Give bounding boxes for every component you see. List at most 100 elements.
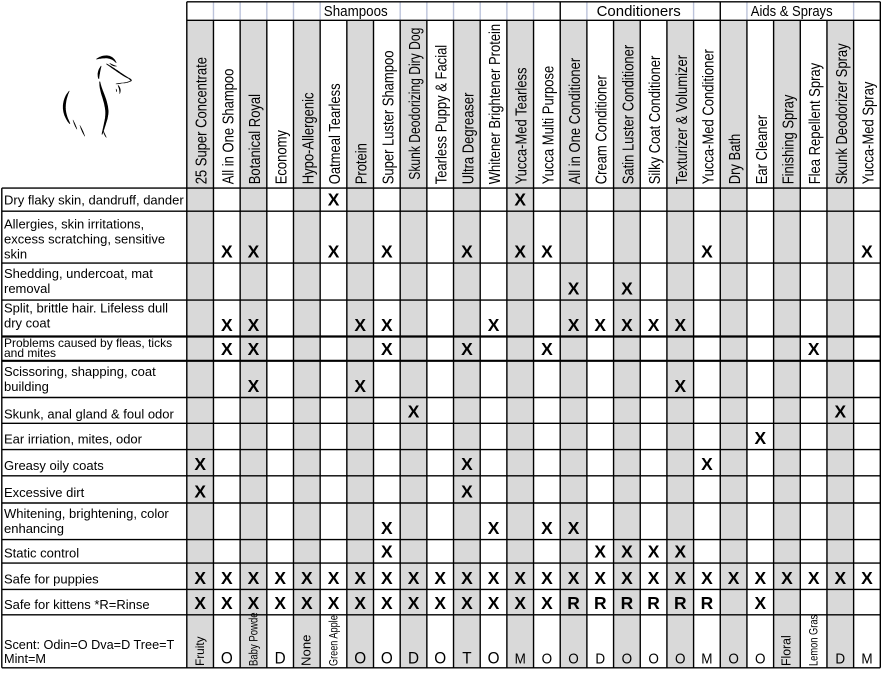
svg-text:R: R	[621, 593, 634, 613]
svg-text:O: O	[675, 651, 685, 668]
svg-text:and mites: and mites	[4, 346, 56, 360]
svg-text:Yucca-Med Conditioner: Yucca-Med Conditioner	[700, 49, 717, 184]
svg-text:X: X	[461, 593, 473, 613]
svg-text:X: X	[194, 568, 206, 588]
svg-text:X: X	[701, 454, 713, 474]
svg-text:X: X	[354, 315, 366, 335]
svg-text:O: O	[755, 651, 765, 668]
svg-text:X: X	[354, 568, 366, 588]
svg-text:Yucca-Med Spray: Yucca-Med Spray	[860, 81, 877, 184]
svg-text:X: X	[274, 593, 286, 613]
svg-text:X: X	[248, 568, 260, 588]
svg-text:X: X	[541, 568, 553, 588]
svg-text:X: X	[621, 568, 633, 588]
svg-text:X: X	[861, 242, 873, 262]
svg-text:D: D	[275, 649, 286, 668]
svg-text:Skunk, anal gland & foul odor: Skunk, anal gland & foul odor	[4, 406, 175, 421]
svg-text:X: X	[834, 568, 846, 588]
svg-text:Ear irriation, mites, odor: Ear irriation, mites, odor	[4, 432, 143, 447]
svg-text:X: X	[728, 568, 740, 588]
svg-text:M: M	[515, 651, 526, 668]
svg-text:Conditioners: Conditioners	[597, 3, 681, 20]
svg-text:X: X	[514, 242, 526, 262]
svg-text:Tearless Puppy & Facial: Tearless Puppy & Facial	[434, 45, 451, 185]
svg-text:X: X	[381, 518, 393, 538]
svg-text:Ear Cleaner: Ear Cleaner	[754, 115, 771, 185]
svg-text:X: X	[381, 542, 393, 562]
svg-text:O: O	[728, 651, 738, 668]
svg-text:X: X	[194, 593, 206, 613]
svg-text:R: R	[567, 593, 580, 613]
svg-text:Allergies, skin irritations,: Allergies, skin irritations,	[4, 217, 144, 232]
svg-text:X: X	[354, 376, 366, 396]
svg-text:X: X	[408, 593, 420, 613]
svg-text:Oatmeal Tearless: Oatmeal Tearless	[327, 83, 344, 184]
svg-text:removal: removal	[4, 281, 50, 296]
svg-text:Green Apple: Green Apple	[326, 615, 340, 666]
svg-text:Static control: Static control	[4, 545, 79, 560]
svg-text:X: X	[514, 190, 526, 210]
svg-text:X: X	[754, 568, 766, 588]
svg-text:Safe for puppies: Safe for puppies	[4, 572, 99, 587]
svg-text:X: X	[648, 568, 660, 588]
svg-text:Scent: Odin=O Dva=D Tree=T: Scent: Odin=O Dva=D Tree=T	[4, 638, 175, 652]
svg-text:Excessive dirt: Excessive dirt	[4, 485, 85, 500]
svg-text:Finishing Spray: Finishing Spray	[780, 94, 797, 184]
svg-text:X: X	[434, 593, 446, 613]
svg-text:D: D	[595, 651, 605, 668]
svg-text:Yucca-Med Tearless: Yucca-Med Tearless	[514, 67, 531, 184]
svg-text:Super Luster Shampoo: Super Luster Shampoo	[380, 51, 397, 185]
svg-text:Dry flaky skin, dandruff, dand: Dry flaky skin, dandruff, dander	[4, 193, 184, 208]
svg-text:X: X	[194, 481, 206, 501]
svg-text:T: T	[462, 649, 471, 668]
svg-text:X: X	[701, 242, 713, 262]
svg-text:X: X	[568, 568, 580, 588]
svg-text:excess scratching, sensitive: excess scratching, sensitive	[4, 232, 165, 247]
svg-text:X: X	[754, 593, 766, 613]
svg-text:X: X	[808, 568, 820, 588]
svg-text:Botanical Royal: Botanical Royal	[247, 94, 264, 184]
svg-text:Scissoring, shapping, coat: Scissoring, shapping, coat	[4, 364, 156, 379]
svg-text:X: X	[221, 339, 233, 359]
svg-text:R: R	[647, 593, 660, 613]
svg-text:Yucca Multi Purpose: Yucca Multi Purpose	[540, 66, 557, 185]
svg-text:X: X	[274, 568, 286, 588]
svg-text:enhancing: enhancing	[4, 521, 64, 536]
svg-text:X: X	[861, 568, 873, 588]
svg-text:X: X	[781, 568, 793, 588]
svg-text:X: X	[328, 242, 340, 262]
svg-text:X: X	[461, 481, 473, 501]
svg-text:Economy: Economy	[274, 129, 291, 184]
svg-text:building: building	[4, 379, 49, 394]
svg-text:Safe for kittens *R=Rinse: Safe for kittens *R=Rinse	[4, 597, 150, 612]
svg-text:X: X	[354, 593, 366, 613]
svg-text:X: X	[701, 568, 713, 588]
svg-text:X: X	[461, 242, 473, 262]
svg-text:X: X	[248, 593, 260, 613]
svg-text:X: X	[381, 315, 393, 335]
svg-text:X: X	[381, 339, 393, 359]
svg-text:X: X	[568, 279, 580, 299]
svg-text:Ultra Degreaser: Ultra Degreaser	[460, 92, 477, 184]
svg-text:X: X	[301, 593, 313, 613]
svg-text:X: X	[488, 518, 500, 538]
svg-text:X: X	[248, 339, 260, 359]
svg-text:X: X	[674, 376, 686, 396]
svg-text:Skunk Deodorizer Spray: Skunk Deodorizer Spray	[834, 43, 851, 185]
svg-text:Silky Coat Conditioner: Silky Coat Conditioner	[647, 55, 664, 184]
svg-text:Problems caused by fleas, tick: Problems caused by fleas, ticks	[4, 336, 172, 350]
svg-text:X: X	[594, 315, 606, 335]
svg-text:dry coat: dry coat	[4, 316, 51, 331]
svg-text:X: X	[301, 568, 313, 588]
svg-text:X: X	[754, 428, 766, 448]
svg-text:O: O	[381, 649, 393, 668]
svg-text:All in One Conditioner: All in One Conditioner	[567, 58, 584, 185]
svg-text:X: X	[568, 315, 580, 335]
svg-text:O: O	[221, 649, 233, 668]
svg-text:Baby Powde: Baby Powde	[246, 612, 260, 666]
svg-text:X: X	[248, 315, 260, 335]
svg-text:X: X	[381, 593, 393, 613]
svg-text:X: X	[194, 454, 206, 474]
svg-text:X: X	[408, 568, 420, 588]
svg-text:X: X	[381, 568, 393, 588]
